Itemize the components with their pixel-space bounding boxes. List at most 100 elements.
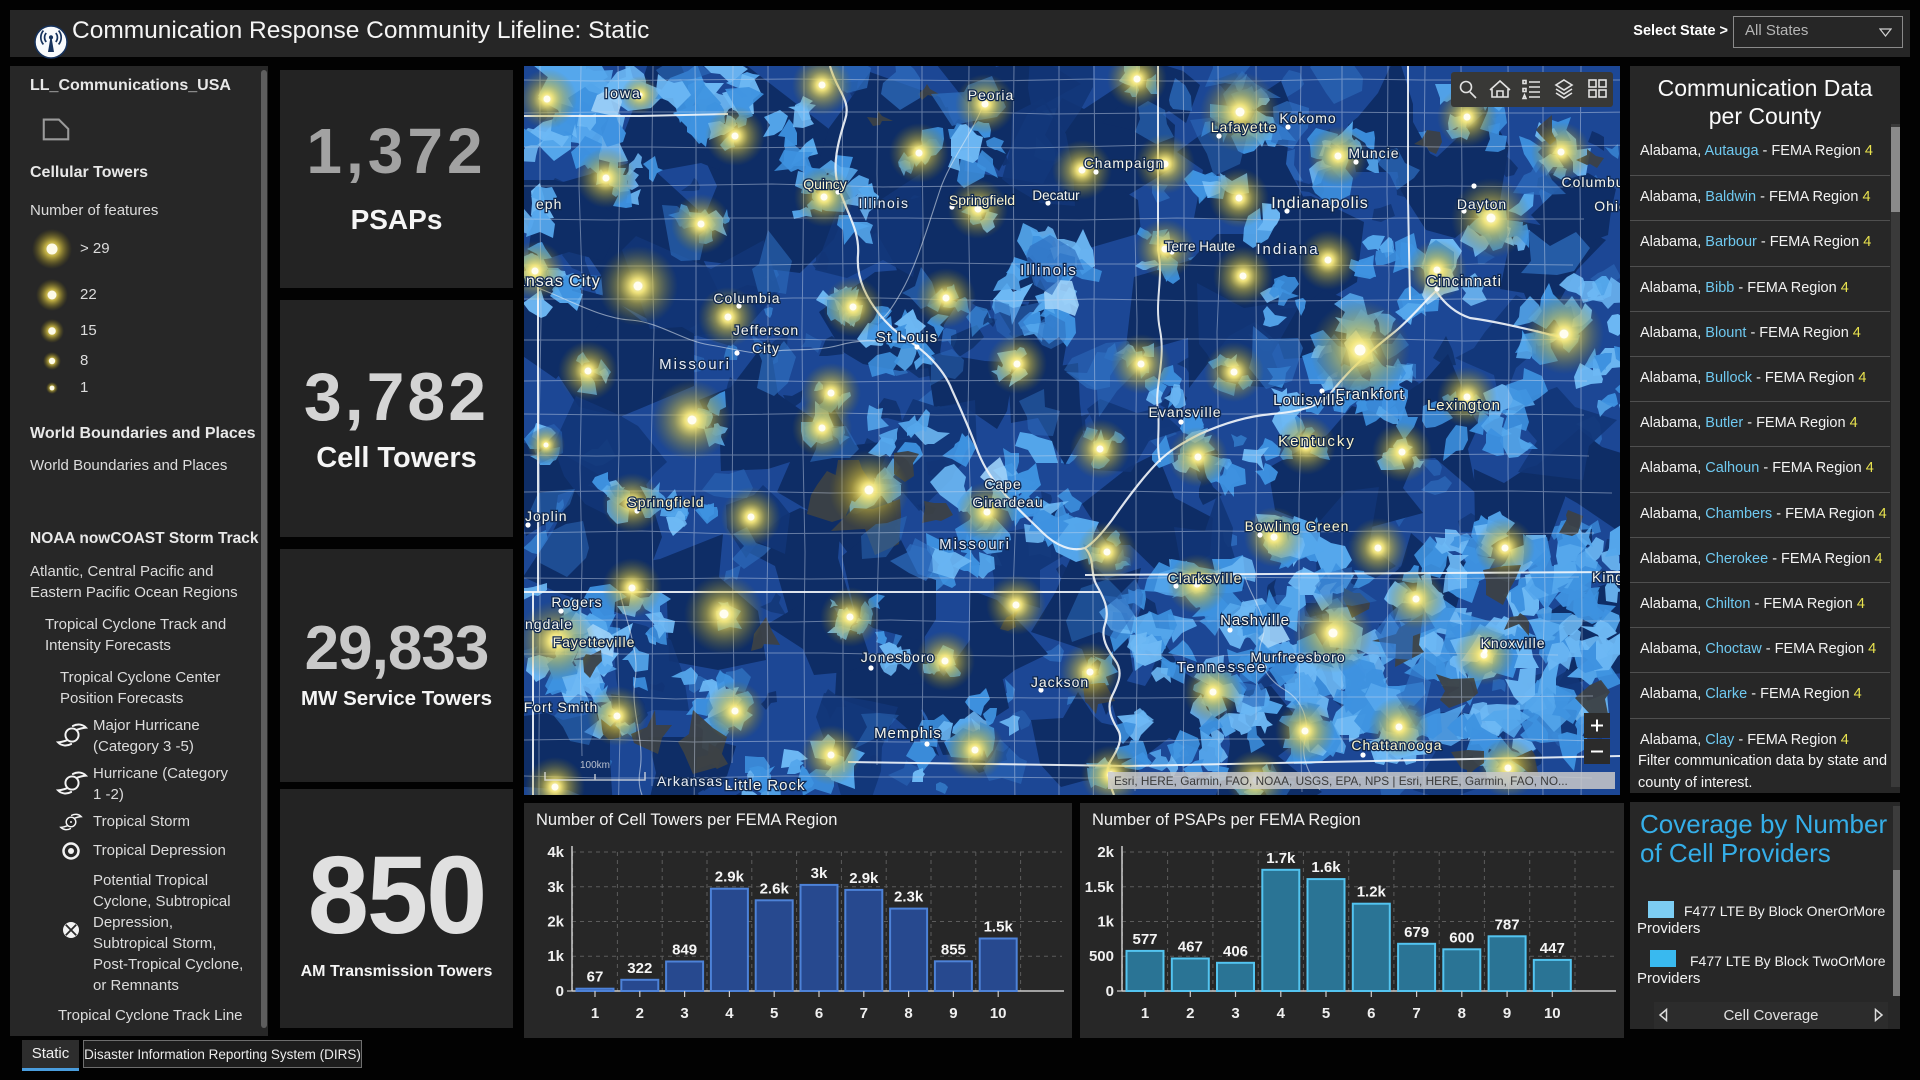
svg-text:9: 9	[1503, 1005, 1511, 1022]
svg-text:Kokomo: Kokomo	[1279, 110, 1336, 126]
svg-text:Iowa: Iowa	[604, 85, 642, 101]
svg-text:Nashville: Nashville	[1220, 612, 1290, 629]
svg-text:4: 4	[1277, 1005, 1286, 1022]
svg-text:Kingsp: Kingsp	[1592, 569, 1620, 585]
svg-text:Tennessee: Tennessee	[1177, 659, 1268, 676]
svg-text:3: 3	[680, 1005, 688, 1022]
svg-text:Columbia: Columbia	[713, 290, 780, 306]
svg-text:City: City	[752, 340, 780, 356]
svg-text:577: 577	[1132, 931, 1157, 948]
svg-text:Jonesboro: Jonesboro	[861, 649, 935, 665]
svg-text:Bowling Green: Bowling Green	[1245, 518, 1350, 534]
svg-text:St Louis: St Louis	[876, 329, 938, 346]
svg-text:1: 1	[1141, 1005, 1149, 1022]
svg-text:855: 855	[941, 941, 966, 958]
svg-text:Cape: Cape	[984, 476, 1021, 492]
svg-text:Fayetteville: Fayetteville	[553, 634, 636, 650]
svg-text:10: 10	[1544, 1005, 1561, 1022]
svg-text:2.6k: 2.6k	[760, 880, 790, 897]
svg-text:Dayton: Dayton	[1457, 196, 1507, 212]
svg-text:1: 1	[591, 1005, 599, 1022]
svg-text:849: 849	[672, 942, 697, 959]
svg-text:Jackson: Jackson	[1031, 674, 1089, 690]
svg-text:406: 406	[1223, 943, 1248, 960]
svg-text:Kentucky: Kentucky	[1278, 433, 1356, 450]
svg-text:Springfield: Springfield	[627, 494, 704, 510]
svg-text:Lafayette: Lafayette	[1211, 119, 1278, 135]
svg-text:600: 600	[1449, 929, 1474, 946]
svg-text:Frankfort: Frankfort	[1335, 386, 1404, 403]
svg-text:2.9k: 2.9k	[715, 869, 745, 886]
svg-text:Indiana: Indiana	[1256, 241, 1319, 258]
svg-text:0: 0	[556, 983, 564, 1000]
svg-text:Terre Haute: Terre Haute	[1165, 239, 1236, 254]
svg-text:Esri, HERE, Garmin, FAO, NOAA,: Esri, HERE, Garmin, FAO, NOAA, USGS, EPA…	[1114, 774, 1568, 788]
svg-text:3k: 3k	[547, 879, 564, 896]
svg-text:0: 0	[1106, 983, 1114, 1000]
svg-text:Girardeau: Girardeau	[972, 494, 1043, 510]
svg-text:ngdale: ngdale	[525, 616, 573, 632]
svg-text:Evansville: Evansville	[1148, 404, 1221, 420]
svg-text:Fort Smith: Fort Smith	[524, 699, 598, 715]
svg-text:Number of Cell Towers per FEMA: Number of Cell Towers per FEMA Region	[536, 811, 837, 829]
svg-text:Murfreesboro: Murfreesboro	[1250, 649, 1345, 665]
svg-text:6: 6	[815, 1005, 823, 1022]
svg-text:4k: 4k	[547, 844, 564, 861]
svg-text:ansas City: ansas City	[524, 273, 601, 290]
svg-text:500: 500	[1089, 948, 1114, 965]
svg-text:Lexington: Lexington	[1427, 397, 1501, 414]
svg-text:Ohio: Ohio	[1594, 198, 1620, 214]
svg-text:Missouri: Missouri	[659, 356, 731, 373]
svg-text:6: 6	[1367, 1005, 1375, 1022]
svg-text:Chattanooga: Chattanooga	[1351, 737, 1442, 753]
svg-text:Jefferson: Jefferson	[733, 322, 799, 338]
svg-text:Little Rock: Little Rock	[724, 777, 805, 794]
svg-text:Cincinnati: Cincinnati	[1426, 273, 1502, 290]
svg-text:Illinois: Illinois	[859, 195, 910, 211]
svg-text:3k: 3k	[811, 865, 828, 882]
svg-text:679: 679	[1404, 924, 1429, 941]
svg-text:2.3k: 2.3k	[894, 889, 924, 906]
svg-text:1.5k: 1.5k	[1085, 879, 1115, 896]
svg-text:Columbus: Columbus	[1561, 174, 1620, 190]
svg-text:Joplin: Joplin	[525, 508, 568, 524]
svg-text:Memphis: Memphis	[874, 725, 942, 742]
svg-text:Decatur: Decatur	[1032, 188, 1080, 203]
svg-text:1k: 1k	[547, 948, 564, 965]
svg-text:Champaign: Champaign	[1084, 155, 1165, 171]
svg-text:1k: 1k	[1097, 914, 1114, 931]
svg-text:Springfield: Springfield	[949, 192, 1015, 208]
svg-text:10: 10	[990, 1005, 1007, 1022]
svg-text:447: 447	[1540, 940, 1565, 957]
svg-text:2: 2	[636, 1005, 644, 1022]
svg-text:Peoria: Peoria	[968, 87, 1014, 103]
svg-text:8: 8	[904, 1005, 912, 1022]
svg-text:Clarksville: Clarksville	[1168, 570, 1243, 586]
svg-text:Muncie: Muncie	[1348, 145, 1399, 161]
svg-text:7: 7	[860, 1005, 868, 1022]
svg-text:Louisville: Louisville	[1273, 392, 1345, 409]
svg-text:3: 3	[1231, 1005, 1239, 1022]
svg-text:2k: 2k	[547, 914, 564, 931]
svg-text:2k: 2k	[1097, 844, 1114, 861]
svg-text:1.5k: 1.5k	[984, 919, 1014, 936]
svg-text:8: 8	[1458, 1005, 1466, 1022]
svg-text:Indianapolis: Indianapolis	[1271, 195, 1368, 212]
svg-text:Number of PSAPs per FEMA Regio: Number of PSAPs per FEMA Region	[1092, 811, 1361, 829]
svg-text:eph: eph	[536, 196, 562, 212]
svg-text:67: 67	[587, 969, 604, 986]
svg-text:5: 5	[770, 1005, 778, 1022]
svg-text:Missouri: Missouri	[939, 536, 1011, 553]
svg-text:787: 787	[1495, 916, 1520, 933]
svg-text:Arkansas: Arkansas	[657, 773, 723, 789]
svg-text:467: 467	[1178, 939, 1203, 956]
svg-text:100km: 100km	[580, 760, 610, 771]
svg-text:Illinois: Illinois	[1020, 262, 1078, 279]
svg-text:Rogers: Rogers	[551, 594, 602, 610]
svg-text:5: 5	[1322, 1005, 1330, 1022]
svg-text:2.9k: 2.9k	[849, 870, 879, 887]
svg-text:Quincy: Quincy	[803, 176, 847, 192]
svg-text:7: 7	[1412, 1005, 1420, 1022]
svg-text:322: 322	[627, 960, 652, 977]
svg-text:2: 2	[1186, 1005, 1194, 1022]
